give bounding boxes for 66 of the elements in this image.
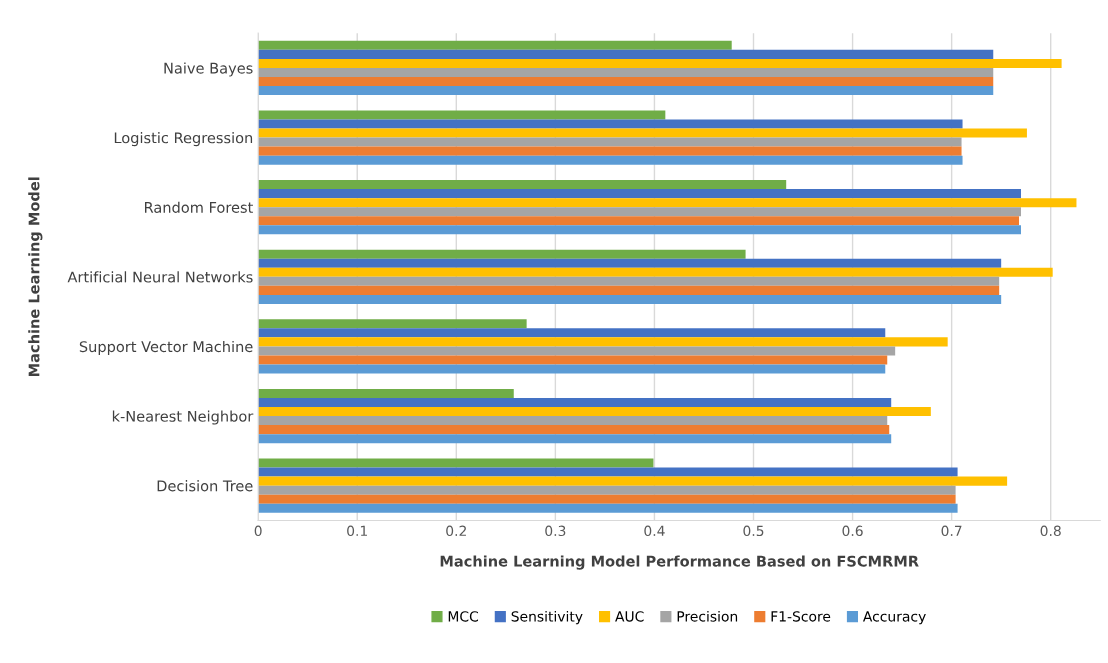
legend-label: MCC [448,611,479,622]
bar [258,485,956,495]
bar [258,86,994,96]
bar [258,494,956,504]
bar [258,258,1002,268]
bar [258,328,886,338]
y-tick-label: Support Vector Machine [79,340,253,355]
bar [258,249,746,259]
bar [258,294,1002,304]
y-tick-label: k-Nearest Neighbor [112,410,254,425]
bar [258,49,994,59]
x-tick-label: 0.8 [1040,525,1061,537]
bar [258,364,886,374]
bar [258,406,931,417]
bar [258,388,514,398]
bar [258,337,948,347]
y-tick-label: Naive Bayes [164,62,253,77]
y-tick-label: Decision Tree [157,480,253,492]
bar [258,198,1077,208]
legend-label: F1-Score [771,611,831,622]
bar [258,416,888,426]
bar [258,267,1053,277]
bar [258,189,1021,199]
y-axis-title: Machine Learning Model [28,177,43,377]
bar [258,216,1020,226]
x-tick-label: 0.4 [644,525,665,537]
legend-label: Precision [677,610,738,622]
y-tick-label: Random Forest [144,201,253,213]
bar [258,137,962,147]
y-tick-label: Logistic Regression [114,132,253,147]
x-tick-label: 0.7 [941,525,962,537]
bar [258,119,963,129]
legend-label: Accuracy [862,611,926,625]
bar [258,155,963,165]
bar [258,77,994,87]
x-tick-label: 0.2 [446,525,466,537]
bar [258,58,1062,68]
bar [258,346,896,356]
bar [258,40,732,50]
bar [258,207,1021,217]
bar [258,285,1000,295]
bar [258,67,994,78]
legend-label: Sensitivity [511,610,583,625]
bar [258,225,1021,235]
bar [258,146,962,156]
x-tick-label: 0.1 [347,525,367,537]
legend-label: AUC [615,611,644,622]
bar [258,503,958,513]
bar [258,276,1000,286]
x-tick-label: 0.5 [743,525,764,537]
bar [258,355,888,365]
bar [258,467,958,477]
bar [258,425,890,435]
y-tick-label: Artificial Neural Networks [67,271,253,283]
bar [258,128,1027,138]
bar [258,180,787,190]
bar [258,476,1008,486]
bar [258,458,654,468]
bar [258,397,892,407]
x-axis-title: Machine Learning Model Performance Based on FSCMRMR [440,555,919,570]
x-tick-label: 0.3 [545,525,566,537]
bar [258,434,892,444]
bar [258,110,666,120]
bar [258,319,527,329]
x-tick-label: 0 [254,525,262,537]
x-tick-label: 0.6 [842,525,863,537]
